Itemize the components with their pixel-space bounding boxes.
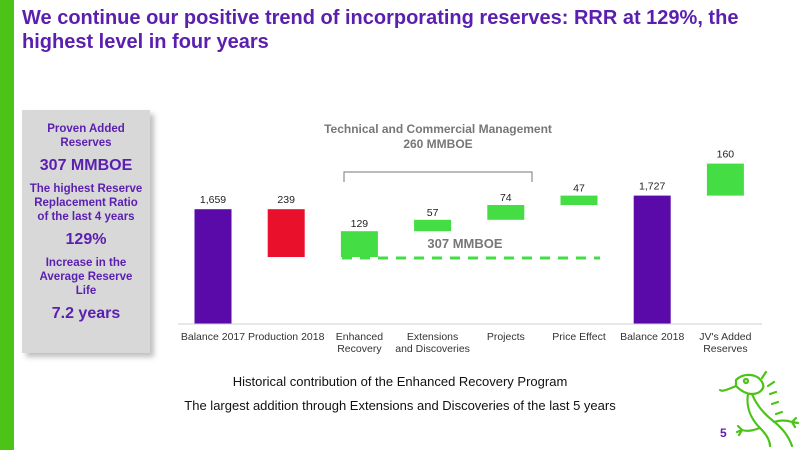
bar-balance-2018 [633,195,671,324]
kpi-value-added-reserves: 307 MMBOE [39,157,133,174]
kpi-label-rrr: The highest Reserve Replacement Ratio of… [29,183,143,223]
category-tick-label: JV's Added [699,331,751,343]
caption-line-2: The largest addition through Extensions … [184,398,616,413]
category-tick-label: Enhanced [336,331,383,343]
category-tick-label: Extensions [407,331,458,343]
category-tick-label: Recovery [337,343,382,355]
bracket [343,171,533,182]
bar-jv-s-added-reserves [706,163,744,196]
bar-projects [487,205,525,220]
category-tick-label: Reserves [703,343,747,355]
bar-price-effect [560,195,598,205]
category-tick-label: Price Effect [552,331,606,343]
bar-value-label: 129 [351,218,369,230]
accent-bar [0,0,14,450]
kpi-label-added-reserves: Proven Added Reserves [47,123,125,149]
bar-value-label: 160 [717,149,735,161]
bar-value-label: 47 [573,183,585,195]
bar-enhanced-recovery [340,231,378,257]
bracket-title: Technical and Commercial Management [324,122,552,136]
category-tick-label: and Discoveries [395,343,470,355]
dashed-line-label: 307 MMBOE [427,236,502,251]
category-tick-label: Balance 2018 [620,331,684,343]
category-tick-label: Balance 2017 [181,331,245,343]
iguana-logo [718,370,800,448]
kpi-label-reserve-life: Increase in the Average Reserve Life [39,257,133,297]
bar-extensions-and-discoveries [414,219,452,232]
bar-value-label: 239 [277,194,295,206]
bar-value-label: 57 [427,207,439,219]
bar-value-label: 1,727 [639,181,665,193]
category-tick-label: Production 2018 [248,331,325,343]
bracket-value: 260 MMBOE [403,137,472,151]
bar-value-label: 74 [500,192,512,204]
page-number: 5 [720,426,727,440]
kpi-value-rrr: 129% [65,231,107,248]
bar-production-2018 [267,209,305,257]
caption-line-1: Historical contribution of the Enhanced … [232,374,568,389]
kpi-value-reserve-life: 7.2 years [51,305,121,322]
bar-balance-2017 [194,209,232,324]
kpi-panel: Proven Added Reserves 307 MMBOE The high… [22,110,150,353]
category-tick-label: Projects [487,331,525,343]
bar-value-label: 1,659 [200,194,226,206]
slide-title: We continue our positive trend of incorp… [22,7,739,53]
